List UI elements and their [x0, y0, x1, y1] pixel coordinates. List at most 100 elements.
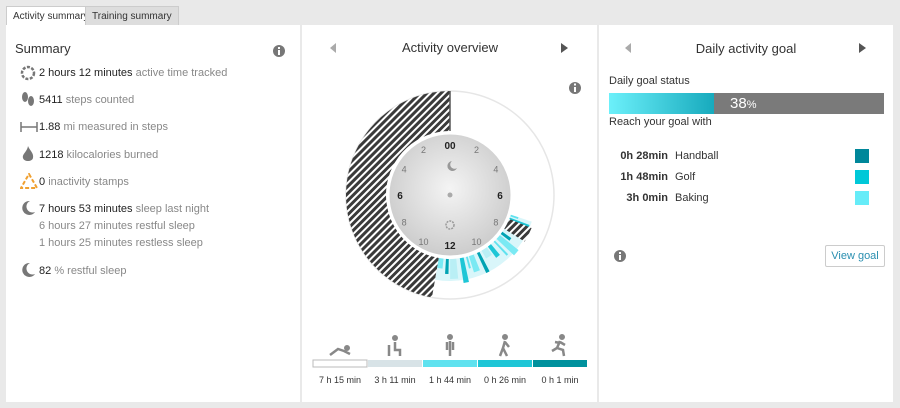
label: kilocalories burned [66, 149, 159, 161]
activity-segment [450, 258, 459, 279]
activity-segment [487, 244, 500, 258]
activity-segment [466, 256, 471, 269]
legend-swatch [368, 360, 422, 367]
legend-swatch [478, 360, 532, 367]
clock-label: 00 [444, 141, 456, 152]
summary-panel: Summary 2 hours 12 minutes active time t… [6, 25, 300, 402]
tab[interactable]: Activity summary [6, 6, 96, 25]
legend-duration: 3 h 11 min [374, 375, 415, 385]
goal-option: 0h 28min Handball [611, 149, 871, 165]
moon-icon [447, 161, 457, 171]
info-icon[interactable] [613, 249, 627, 263]
next-arrow[interactable] [561, 43, 568, 53]
summary-row: 1.88 mi measured in steps [39, 121, 168, 133]
label: % restful sleep [54, 265, 127, 277]
activity-segment [459, 257, 469, 283]
clock-label: 8 [402, 218, 407, 228]
view-goal-button[interactable]: View goal [825, 245, 885, 267]
icon-part [551, 340, 566, 357]
status-label: Daily goal status [609, 75, 690, 87]
icon-part [387, 342, 402, 356]
legend-swatch [533, 360, 587, 367]
time: 0h 28min [620, 150, 668, 162]
clock-label: 4 [493, 165, 498, 175]
icon-part [445, 341, 455, 356]
activity: Baking [675, 192, 709, 204]
activity: Golf [675, 171, 696, 183]
activity-segment [468, 254, 480, 273]
percent: 38 [730, 95, 747, 112]
value: 82 [39, 265, 52, 277]
sleep-detail: 6 hours 27 minutes restful sleep [39, 220, 195, 232]
legend-duration: 0 h 26 min [484, 375, 526, 385]
activity: Handball [675, 150, 719, 162]
value: 0 [39, 176, 46, 188]
goal-panel: Daily activity goal Daily goal status 38… [599, 25, 893, 402]
color-swatch [855, 191, 869, 205]
sleep-segment [504, 218, 532, 242]
reach-label: Reach your goal with [609, 116, 712, 128]
calories-icon [22, 146, 34, 161]
time: 1h 48min [620, 171, 668, 183]
sleep-arc [345, 91, 450, 298]
activity-segment [500, 231, 512, 241]
activity-segment [510, 214, 519, 220]
clock-label: 12 [444, 241, 456, 252]
legend-swatch [312, 359, 368, 368]
progress-track: 38% [609, 93, 884, 114]
activity-icon [445, 334, 455, 356]
sleep-icon [22, 262, 35, 277]
value: 1218 [39, 149, 64, 161]
legend-duration: 7 h 15 min [319, 375, 361, 385]
clock-label: 8 [493, 218, 498, 228]
prev-arrow[interactable] [330, 43, 336, 53]
activity-arc [435, 214, 532, 281]
overview-panel: Activity overview 00 2 4 6 8 10 12 10 8 6 4 2 7 h 15… [302, 25, 597, 402]
activity-icon [387, 335, 402, 356]
distance-icon [20, 122, 38, 132]
icon-part [329, 347, 351, 356]
activity-icon [498, 334, 510, 357]
progress-text: 38% [730, 95, 756, 112]
summary-row: 7 hours 53 minutes sleep last night [39, 203, 209, 215]
icon-part [559, 334, 565, 340]
label: inactivity stamps [48, 176, 129, 188]
summary-row: 1218 kilocalories burned [39, 149, 158, 161]
tab[interactable]: Training summary [85, 6, 179, 25]
activity-segment [445, 258, 449, 274]
icon-part [447, 334, 453, 340]
inactivity-icon [20, 173, 38, 189]
clock-label: 6 [397, 191, 403, 202]
legend-duration: 0 h 1 min [541, 375, 578, 385]
color-swatch [855, 149, 869, 163]
summary-row: 2 hours 12 minutes active time tracked [39, 67, 227, 79]
activity-segment [437, 258, 444, 269]
clock-label: 2 [474, 145, 479, 155]
activity-icon [551, 334, 566, 357]
value: 2 hours 12 minutes [39, 67, 133, 79]
clock-label: 10 [471, 237, 481, 247]
summary-row: 0 inactivity stamps [39, 176, 129, 188]
icon-part [344, 345, 350, 351]
next-arrow[interactable] [859, 43, 866, 53]
clock-label: 6 [497, 191, 503, 202]
goal-option: 1h 48min Golf [611, 170, 871, 186]
value: 1.88 [39, 121, 61, 133]
icon-part [502, 334, 508, 340]
clock-label: 2 [421, 145, 426, 155]
sleep-icon [22, 200, 35, 215]
progress-fill [609, 93, 714, 114]
icon-part [392, 335, 398, 341]
activity-segment [496, 235, 519, 256]
value: 7 hours 53 minutes [39, 203, 133, 215]
label: active time tracked [135, 67, 228, 79]
info-icon[interactable] [272, 44, 286, 58]
prev-arrow[interactable] [625, 43, 631, 53]
value: 5411 [39, 94, 63, 106]
overview-chart: Activity overview 00 2 4 6 8 10 12 10 8 6 4 2 7 h 15… [312, 40, 587, 385]
info-icon[interactable] [569, 82, 581, 94]
sleep-detail: 1 hours 25 minutes restless sleep [39, 237, 203, 249]
summary-row: 5411 steps counted [39, 94, 134, 106]
